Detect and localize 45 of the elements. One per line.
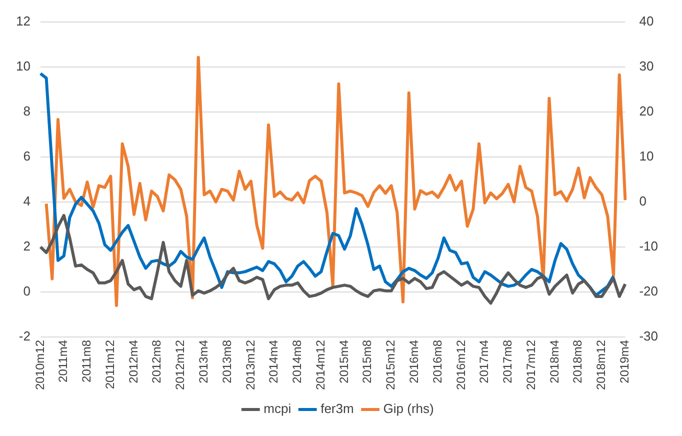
legend-label: mcpi [264, 401, 292, 416]
x-tick-label: 2017m8 [500, 340, 515, 384]
x-tick-label: 2016m4 [407, 340, 422, 384]
x-tick-label: 2016m12 [454, 340, 468, 390]
x-tick-label: 2018m12 [594, 340, 608, 390]
x-tick-label: 2017m12 [524, 340, 538, 390]
x-tick-label: 2013m8 [220, 340, 234, 384]
x-tick-label: 2010m12 [32, 340, 47, 390]
y2-tick-label: 30 [639, 58, 654, 74]
x-tick-label: 2018m8 [570, 340, 585, 384]
y-tick-label: 12 [16, 13, 30, 28]
y2-tick-label: 20 [639, 103, 654, 118]
y-tick-label: -2 [18, 328, 30, 344]
y2-tick-label: 0 [639, 193, 646, 208]
x-tick-label: 2013m4 [196, 340, 211, 384]
x-tick-label: 2011m4 [56, 340, 70, 382]
x-tick-label: 2014m12 [313, 340, 328, 390]
y2-tick-label: 40 [639, 13, 654, 28]
x-tick-label: 2014m8 [290, 340, 304, 384]
x-tick-label: 2015m4 [336, 340, 351, 384]
y-tick-label: 4 [23, 193, 30, 208]
x-tick-label: 2012m12 [173, 340, 188, 390]
x-tick-label: 2017m4 [477, 340, 492, 384]
y2-tick-label: -30 [639, 328, 658, 344]
y-tick-label: 2 [23, 238, 30, 254]
x-tick-label: 2012m8 [150, 340, 164, 384]
x-tick-label: 2016m8 [430, 340, 444, 384]
legend-label: fer3m [320, 401, 354, 416]
y-tick-label: 0 [23, 284, 30, 299]
x-tick-label: 2019m4 [618, 340, 632, 384]
y-tick-label: 8 [23, 103, 30, 118]
x-tick-label: 2015m8 [360, 340, 374, 384]
y-tick-label: 6 [23, 148, 30, 164]
x-tick-label: 2015m12 [384, 340, 398, 390]
x-tick-label: 2013m12 [243, 340, 258, 390]
x-tick-label: 2018m4 [547, 340, 562, 384]
x-tick-label: 2011m8 [80, 340, 94, 382]
legend-label: Gip (rhs) [383, 401, 434, 416]
y2-tick-label: -20 [639, 284, 658, 299]
y2-tick-label: 10 [639, 148, 654, 164]
x-tick-label: 2012m4 [126, 340, 140, 384]
y2-tick-label: -10 [639, 238, 658, 254]
x-tick-label: 2014m4 [266, 340, 281, 384]
y-tick-label: 10 [16, 58, 30, 74]
x-tick-label: 2011m12 [102, 340, 117, 390]
